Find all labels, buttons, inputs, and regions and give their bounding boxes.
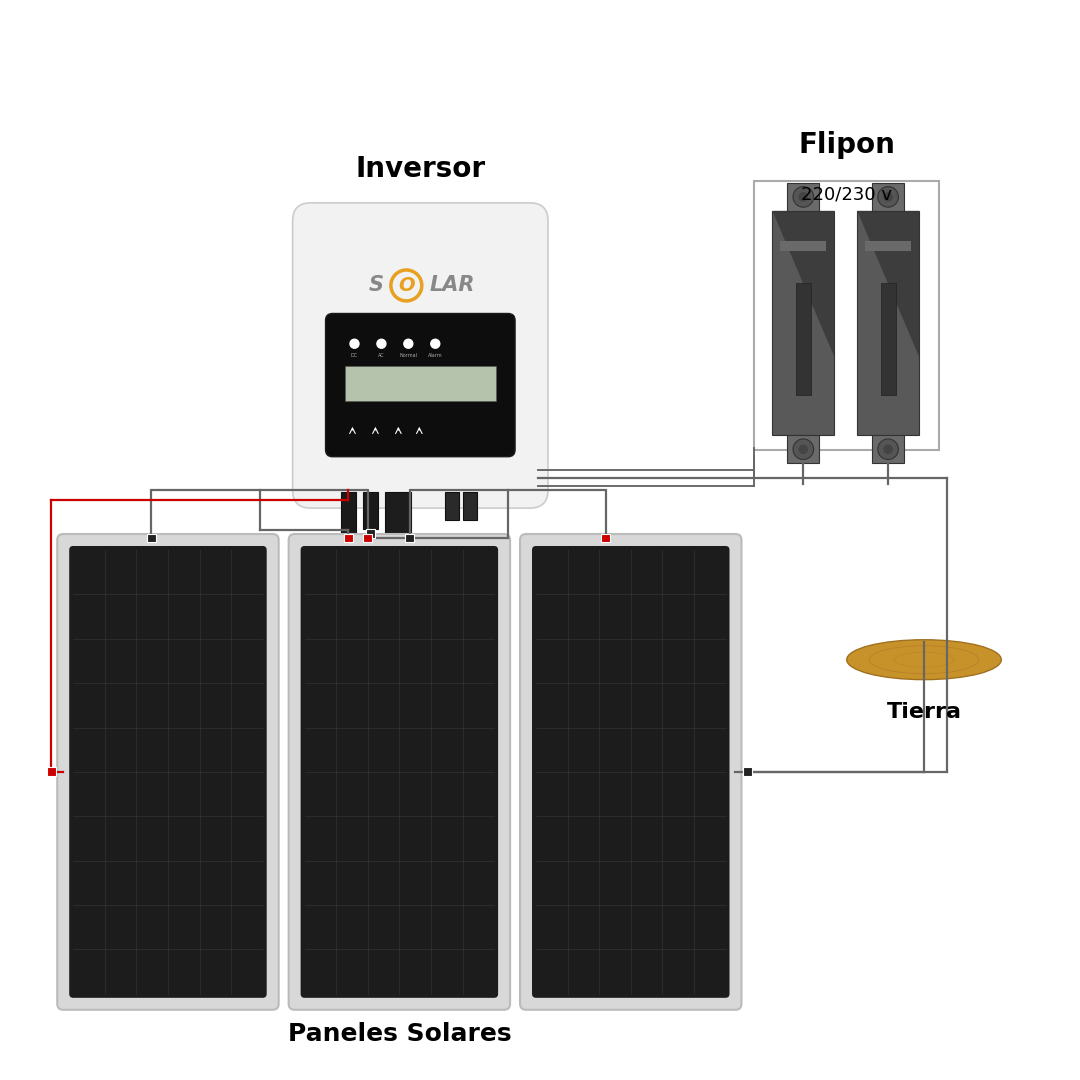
Bar: [345, 366, 496, 401]
Bar: [147, 534, 156, 542]
Circle shape: [793, 438, 813, 459]
Text: AC: AC: [378, 353, 384, 357]
FancyBboxPatch shape: [300, 546, 498, 998]
Text: Flipon: Flipon: [798, 131, 895, 159]
Text: Tierra: Tierra: [887, 702, 961, 721]
Bar: [787, 435, 820, 463]
FancyBboxPatch shape: [521, 534, 742, 1010]
Text: Alarm: Alarm: [428, 353, 443, 357]
Circle shape: [883, 192, 893, 202]
Text: Normal: Normal: [400, 353, 417, 357]
Bar: [366, 528, 375, 538]
Polygon shape: [858, 211, 919, 356]
Text: O: O: [399, 276, 415, 295]
FancyBboxPatch shape: [57, 534, 279, 1010]
Bar: [364, 534, 373, 542]
Bar: [363, 492, 378, 529]
Bar: [602, 534, 610, 542]
FancyBboxPatch shape: [325, 313, 515, 457]
Bar: [880, 283, 895, 395]
Text: DC: DC: [351, 353, 359, 357]
FancyBboxPatch shape: [69, 546, 267, 998]
Circle shape: [878, 187, 899, 207]
Bar: [463, 492, 477, 521]
Bar: [743, 768, 752, 777]
Ellipse shape: [847, 639, 1001, 679]
Circle shape: [883, 444, 893, 454]
FancyBboxPatch shape: [293, 203, 548, 508]
Bar: [772, 211, 834, 435]
Bar: [46, 768, 56, 777]
Polygon shape: [772, 211, 834, 356]
Bar: [341, 492, 356, 534]
Text: Paneles Solares: Paneles Solares: [287, 1022, 511, 1045]
Circle shape: [377, 339, 386, 348]
Polygon shape: [386, 546, 411, 564]
Bar: [865, 241, 912, 252]
Circle shape: [404, 339, 413, 348]
FancyBboxPatch shape: [532, 546, 729, 998]
Bar: [872, 183, 904, 211]
Bar: [386, 492, 411, 546]
Circle shape: [793, 187, 813, 207]
Bar: [755, 181, 939, 450]
Circle shape: [878, 438, 899, 459]
Bar: [796, 283, 811, 395]
Bar: [405, 534, 415, 542]
Bar: [781, 241, 826, 252]
Circle shape: [350, 339, 359, 348]
Bar: [345, 534, 353, 542]
Bar: [787, 183, 820, 211]
Text: LAR: LAR: [430, 275, 475, 296]
Bar: [858, 211, 919, 435]
Bar: [872, 435, 904, 463]
Circle shape: [798, 444, 808, 454]
Text: Inversor: Inversor: [355, 154, 485, 183]
Text: S: S: [369, 275, 383, 296]
FancyBboxPatch shape: [288, 534, 510, 1010]
Circle shape: [798, 192, 808, 202]
Text: 220/230 v: 220/230 v: [801, 186, 892, 204]
Circle shape: [431, 339, 440, 348]
Bar: [445, 492, 459, 521]
